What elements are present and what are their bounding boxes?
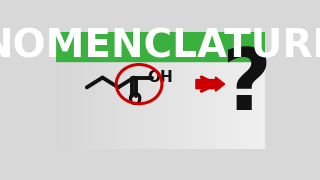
Bar [136,61,139,149]
Bar [94,61,97,149]
Bar [181,61,184,149]
Bar [108,61,111,149]
Bar [223,61,226,149]
Text: ?: ? [221,45,271,128]
Bar [240,61,244,149]
Bar [84,61,87,149]
Bar [191,61,195,149]
Bar [251,61,254,149]
Bar [146,61,149,149]
Bar [104,61,108,149]
Bar [230,61,233,149]
Bar [111,61,115,149]
Bar [216,61,219,149]
Bar [164,61,167,149]
Bar [62,61,66,149]
Bar [132,61,136,149]
Bar [247,61,251,149]
Bar [153,61,156,149]
Bar [198,61,202,149]
Bar [55,32,265,61]
Bar [87,61,90,149]
Bar [254,61,258,149]
Bar [195,61,198,149]
Bar [233,61,236,149]
Bar [73,61,76,149]
Bar [244,61,247,149]
Bar [174,61,177,149]
Bar [101,61,104,149]
Bar [160,61,164,149]
Bar [261,61,265,149]
FancyArrow shape [196,77,225,91]
Bar [143,61,146,149]
Bar [80,61,84,149]
Bar [69,61,73,149]
Bar [129,61,132,149]
Bar [258,61,261,149]
Text: NOMENCLATURE: NOMENCLATURE [0,28,320,66]
Bar [167,61,171,149]
Bar [97,61,101,149]
Bar [139,61,143,149]
Bar [209,61,212,149]
Bar [149,61,153,149]
Bar [59,61,62,149]
Bar [55,61,59,149]
Bar [177,61,181,149]
Bar [122,61,125,149]
Text: OH: OH [147,70,173,85]
Bar [205,61,209,149]
Bar [226,61,230,149]
Bar [118,61,122,149]
Bar [236,61,240,149]
Bar [202,61,205,149]
Text: O: O [127,91,141,109]
Bar [66,61,69,149]
Bar [184,61,188,149]
Bar [171,61,174,149]
Bar [115,61,118,149]
Bar [212,61,216,149]
Bar [125,61,129,149]
Bar [76,61,80,149]
Bar [219,61,223,149]
Bar [156,61,160,149]
Bar [188,61,191,149]
Bar [90,61,94,149]
